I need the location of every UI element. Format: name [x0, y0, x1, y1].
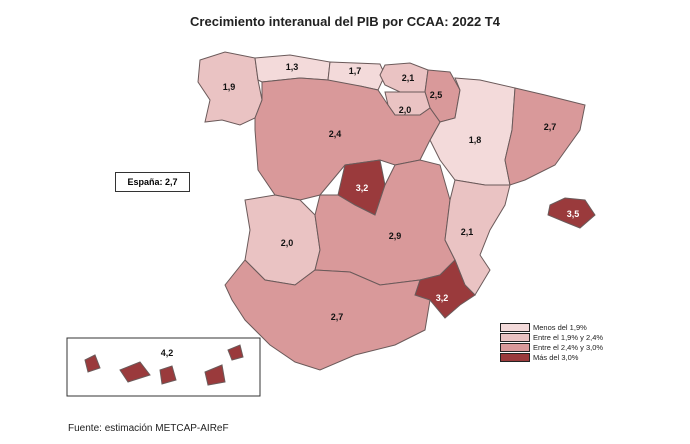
region-shape	[444, 179, 511, 296]
legend-label: Más del 3,0%	[533, 352, 579, 362]
legend-swatch	[500, 322, 530, 332]
spain-total-label: España: 2,7	[115, 172, 190, 192]
legend: Menos del 1,9% Entre el 1,9% y 2,4% Entre …	[500, 322, 603, 362]
legend-swatch	[500, 342, 530, 352]
region-value-label: 1,7	[349, 66, 362, 76]
region-canarias: 4,2	[84, 344, 244, 386]
map-title: Crecimiento interanual del PIB por CCAA:…	[190, 14, 500, 29]
legend-swatch	[500, 332, 530, 342]
region-país-vasco: 2,1	[379, 62, 429, 93]
region-andalucía: 2,7	[224, 259, 431, 371]
region-castilla-la-mancha: 2,9	[314, 159, 456, 286]
region-value-label: 3,2	[436, 293, 449, 303]
region-galicia: 1,9	[197, 51, 263, 126]
region-shape	[547, 197, 596, 229]
legend-label: Menos del 1,9%	[533, 322, 587, 332]
region-shape	[197, 51, 263, 126]
region-value-label: 3,5	[567, 209, 580, 219]
region-shape	[227, 344, 244, 361]
region-shape	[84, 354, 101, 373]
region-shape	[254, 77, 441, 201]
region-value-label: 1,8	[469, 135, 482, 145]
region-value-label: 1,3	[286, 62, 299, 72]
legend-item: Menos del 1,9%	[500, 322, 603, 332]
region-value-label: 4,2	[161, 348, 174, 358]
region-value-label: 1,9	[223, 82, 236, 92]
region-shape	[224, 259, 431, 371]
region-shape	[159, 365, 177, 385]
legend-swatch	[500, 352, 530, 362]
region-shape	[119, 361, 151, 383]
legend-label: Entre el 2,4% y 3,0%	[533, 342, 604, 352]
region-value-label: 2,7	[331, 312, 344, 322]
canarias-inset-box	[66, 337, 261, 397]
region-value-label: 2,7	[544, 122, 557, 132]
legend-item: Entre el 1,9% y 2,4%	[500, 332, 603, 342]
legend-item: Más del 3,0%	[500, 352, 603, 362]
region-value-label: 2,0	[399, 105, 412, 115]
region-asturias: 1,3	[254, 54, 331, 83]
region-castilla-y-león: 2,4	[254, 77, 441, 201]
legend-item: Entre el 2,4% y 3,0%	[500, 342, 603, 352]
source-note: Fuente: estimación METCAP-AIReF	[68, 423, 229, 434]
region-value-label: 2,0	[281, 238, 294, 248]
region-value-label: 2,9	[389, 231, 402, 241]
region-shape	[204, 364, 226, 386]
region-value-label: 2,5	[430, 90, 443, 100]
region-comunitat-valenciana: 2,1	[444, 179, 511, 296]
region-cataluña: 2,7	[504, 87, 586, 186]
region-shape	[314, 159, 456, 286]
region-value-label: 2,4	[329, 129, 342, 139]
legend-label: Entre el 1,9% y 2,4%	[533, 332, 604, 342]
region-value-label: 2,1	[461, 227, 474, 237]
region-baleares: 3,5	[547, 197, 596, 229]
region-value-label: 2,1	[402, 73, 415, 83]
region-shape	[504, 87, 586, 186]
region-value-label: 3,2	[356, 183, 369, 193]
